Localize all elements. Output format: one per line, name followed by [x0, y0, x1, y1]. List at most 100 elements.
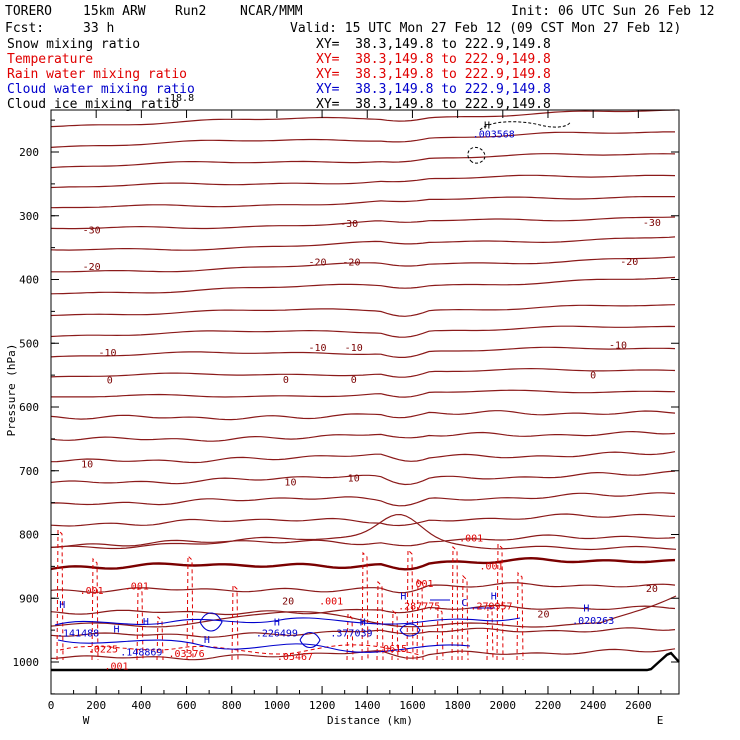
- cloud-water-contour: [54, 617, 521, 626]
- rain-label: .0225: [88, 644, 118, 655]
- rain-label: .001: [125, 581, 149, 592]
- y-tick-label: 800: [19, 529, 39, 542]
- x-tick-label: 1800: [444, 699, 471, 712]
- isotherm-line: [51, 256, 676, 273]
- rain-label: .05467: [277, 652, 313, 663]
- temperature-label: 0: [351, 375, 357, 386]
- isotherm-line: [50, 216, 676, 230]
- isotherm-line: [51, 389, 676, 398]
- cloud-label: .226499: [256, 629, 298, 640]
- isotherm-line: [50, 276, 676, 295]
- header-valid: Valid: 15 UTC Mon 27 Feb 12 (09 CST Mon …: [290, 21, 682, 36]
- high-marker: H: [491, 592, 497, 603]
- rain-label: .001: [80, 586, 104, 597]
- temperature-label: -30: [643, 218, 661, 229]
- rain-contour: [91, 557, 99, 661]
- temperature-label: 10: [284, 477, 296, 488]
- temperature-label: -30: [83, 226, 101, 237]
- isotherm-line: [50, 595, 677, 628]
- isotherm-line: [50, 131, 675, 148]
- isotherm-line: [50, 325, 676, 338]
- isotherm-line: [50, 470, 676, 486]
- temperature-label: 20: [537, 609, 549, 620]
- rain-contour: [346, 612, 354, 661]
- temperature-label: 10: [81, 460, 93, 471]
- rain-contour: [231, 583, 239, 661]
- x-tick-label: 800: [222, 699, 242, 712]
- rain-label: .001: [319, 597, 343, 608]
- isotherm-line: [50, 346, 676, 358]
- isotherm-line: [50, 153, 676, 169]
- high-marker: H: [484, 120, 490, 131]
- rain-label: .0615: [377, 644, 407, 655]
- contour-labels: -30 -30 -30 -20 -20 -20 -20 -10 -10 -10 -10 0 0 0 0 10 1…: [57, 120, 661, 672]
- west-label: W: [83, 714, 90, 727]
- temperature-label: -20: [309, 257, 327, 268]
- rain-label: .001: [409, 579, 433, 590]
- header-fcst-value: 33 h: [83, 21, 115, 36]
- rain-contour: [436, 606, 444, 661]
- rain-contour: [59, 644, 421, 656]
- high-marker: H: [360, 618, 366, 629]
- x-tick-label: 1000: [264, 699, 291, 712]
- isotherm-line: [50, 430, 676, 442]
- east-label: E: [657, 714, 664, 727]
- temperature-label: -20: [620, 257, 638, 268]
- y-tick-label: 900: [19, 592, 39, 605]
- y-axis-label: Pressure (hPa): [5, 344, 18, 437]
- rain-contour: [486, 603, 494, 661]
- x-tick-label: 2600: [625, 699, 652, 712]
- header-init: Init: 06 UTC Sun 26 Feb 12: [511, 4, 715, 19]
- isotherm-line: [50, 236, 676, 251]
- temperature-label: -20: [83, 262, 101, 273]
- high-marker: H: [113, 625, 119, 636]
- rain-label: .287775: [398, 602, 440, 613]
- y-tick-label: 300: [19, 210, 39, 223]
- high-marker: H: [583, 604, 589, 615]
- surface-line: [51, 651, 680, 672]
- high-marker: H: [400, 592, 406, 603]
- temperature-label: -10: [309, 343, 327, 354]
- temperature-label: 20: [646, 584, 658, 595]
- cloud-label: .148869: [120, 648, 162, 659]
- rain-contour: [186, 554, 194, 661]
- x-tick-label: 200: [86, 699, 106, 712]
- isotherm-line: [50, 451, 676, 464]
- header-fcst-label: Fcst:: [5, 21, 45, 36]
- rain-contour: [361, 551, 369, 661]
- legend-cloud-water: Cloud water mixing ratio: [7, 82, 195, 97]
- cloud-water-contour: [199, 612, 223, 632]
- terrain: [51, 651, 680, 672]
- legend-temperature: Temperature: [7, 52, 94, 67]
- temperature-label: -10: [345, 343, 363, 354]
- legend-rain: Rain water mixing ratio: [7, 67, 188, 82]
- legend-snow-xy: XY= 38.3,149.8 to 222.9,149.8: [316, 37, 551, 52]
- high-marker: H: [143, 617, 149, 628]
- x-tick-label: 2200: [535, 699, 562, 712]
- temperature-label: -30: [340, 219, 358, 230]
- y-tick-label: 700: [19, 465, 39, 478]
- rain-label: .001: [479, 562, 503, 573]
- y-tick-label: 200: [19, 146, 39, 159]
- rain-contour: [391, 609, 399, 661]
- high-marker: H: [59, 600, 65, 611]
- isotherm-line: [50, 492, 676, 507]
- rain-contour: [461, 574, 469, 661]
- x-axis-label: Distance (km): [327, 714, 413, 727]
- x-tick-label: 2400: [580, 699, 607, 712]
- isotherm-line: [50, 174, 676, 189]
- x-tick-label: 1600: [399, 699, 426, 712]
- temperature-label: 10: [348, 474, 360, 485]
- temperature-label: -10: [98, 348, 116, 359]
- temperature-label: -10: [609, 340, 627, 351]
- temperature-contours: [50, 109, 677, 661]
- isotherm-line: [50, 513, 676, 527]
- cloud-ice-contour: [467, 121, 571, 164]
- x-tick-label: 600: [177, 699, 197, 712]
- isotherm-line: [50, 513, 677, 551]
- temperature-label: 0: [107, 375, 113, 386]
- header-org: NCAR/MMM: [240, 4, 303, 19]
- temperature-label: -20: [342, 257, 360, 268]
- rain-label: .279957: [470, 602, 512, 613]
